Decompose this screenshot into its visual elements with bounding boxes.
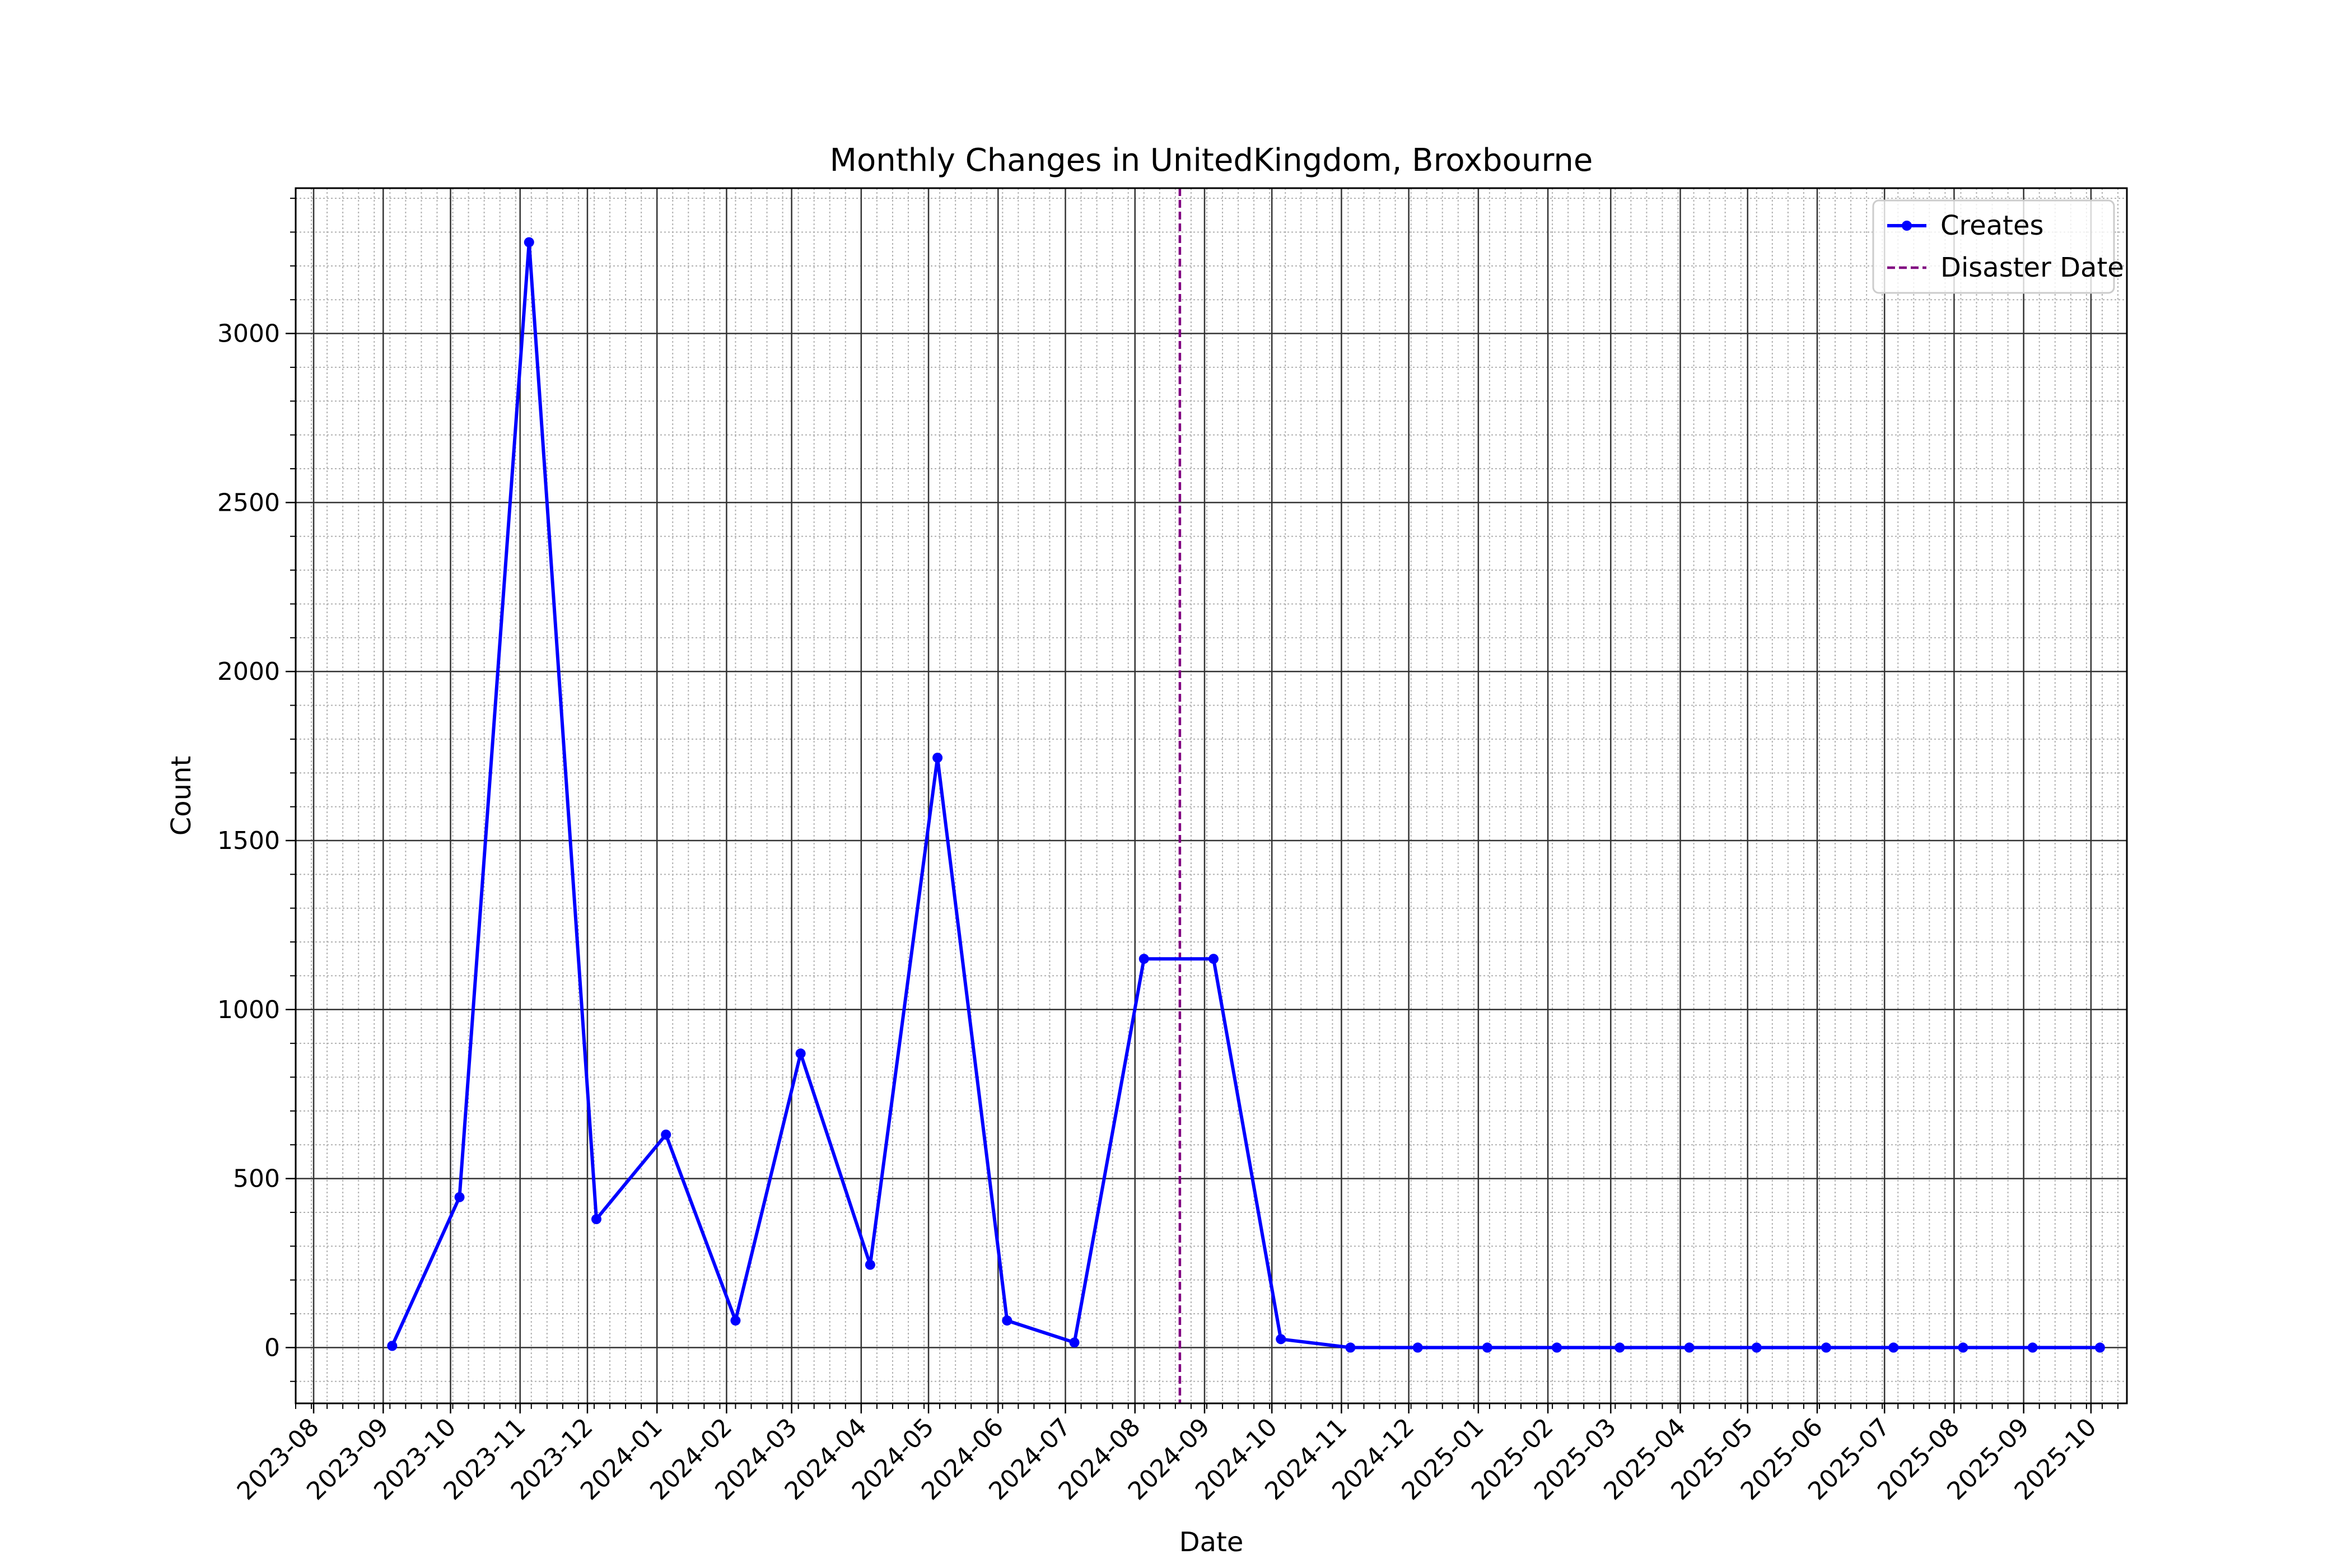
- legend-box: [1872, 199, 2115, 294]
- creates-data-point: [524, 237, 534, 248]
- creates-data-point: [1002, 1315, 1012, 1326]
- creates-data-point: [661, 1130, 671, 1140]
- chart-title: Monthly Changes in UnitedKingdom, Broxbo…: [830, 142, 1593, 179]
- x-axis-label: Date: [1179, 1527, 1244, 1558]
- creates-data-point: [1345, 1342, 1356, 1353]
- creates-data-point: [1888, 1342, 1899, 1353]
- creates-data-point: [1412, 1342, 1423, 1353]
- creates-data-point: [795, 1048, 806, 1059]
- creates-data-point: [591, 1214, 601, 1225]
- creates-data-point: [1751, 1342, 1762, 1353]
- creates-data-point: [730, 1315, 741, 1326]
- creates-data-point: [2094, 1342, 2105, 1353]
- y-tick-label: 3000: [217, 320, 280, 348]
- creates-data-point: [865, 1259, 875, 1270]
- creates-data-point: [1276, 1334, 1286, 1345]
- legend-disaster-label: Disaster Date: [1940, 252, 2124, 283]
- series-layer: [387, 237, 2105, 1353]
- creates-data-point: [387, 1341, 398, 1351]
- plot-frame: [295, 187, 2128, 1404]
- creates-series-line: [390, 240, 2100, 1350]
- creates-data-point: [454, 1192, 465, 1202]
- creates-data-point: [1552, 1342, 1562, 1353]
- creates-data-point: [1821, 1342, 1832, 1353]
- creates-data-point: [1614, 1342, 1625, 1353]
- y-tick-label: 2500: [217, 488, 280, 517]
- y-tick-label: 2000: [217, 657, 280, 686]
- y-tick-label: 500: [233, 1165, 280, 1193]
- creates-data-point: [2027, 1342, 2038, 1353]
- creates-data-point: [1208, 954, 1219, 964]
- y-axis-label: Count: [166, 756, 197, 836]
- creates-data-point: [1138, 954, 1149, 964]
- major-grid: [296, 188, 2127, 1403]
- y-tick-label: 1000: [217, 996, 280, 1024]
- creates-data-point: [932, 753, 943, 763]
- legend-creates-marker: [1902, 221, 1912, 231]
- y-tick-label: 1500: [217, 827, 280, 855]
- y-tick-label: 0: [264, 1333, 280, 1362]
- creates-data-point: [1482, 1342, 1492, 1353]
- minor-grid: [295, 188, 2127, 1403]
- creates-data-point: [1958, 1342, 1968, 1353]
- legend: Creates Disaster Date: [1872, 199, 2124, 294]
- legend-creates-label: Creates: [1940, 210, 2044, 241]
- creates-data-point: [1684, 1342, 1695, 1353]
- creates-data-point: [1069, 1337, 1080, 1348]
